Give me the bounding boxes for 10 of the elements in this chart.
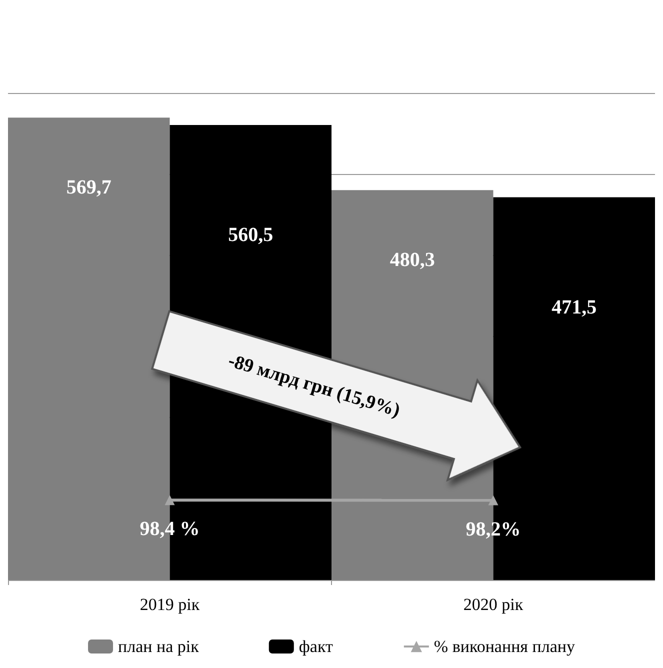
x-tick-label: 2019 рік xyxy=(140,595,200,614)
legend-label: план на рік xyxy=(118,637,200,656)
data-label: 480,3 xyxy=(390,249,435,272)
data-label: 471,5 xyxy=(552,296,597,318)
legend-label: факт xyxy=(298,637,334,656)
annotation: -89 млрд грн (15,9%) xyxy=(226,350,402,422)
legend-label: % виконання плану xyxy=(434,637,576,656)
data-label: 569,7 xyxy=(66,176,112,199)
x-tick-label: 2020 рік xyxy=(463,595,524,614)
data-label: 560,5 xyxy=(228,224,274,246)
